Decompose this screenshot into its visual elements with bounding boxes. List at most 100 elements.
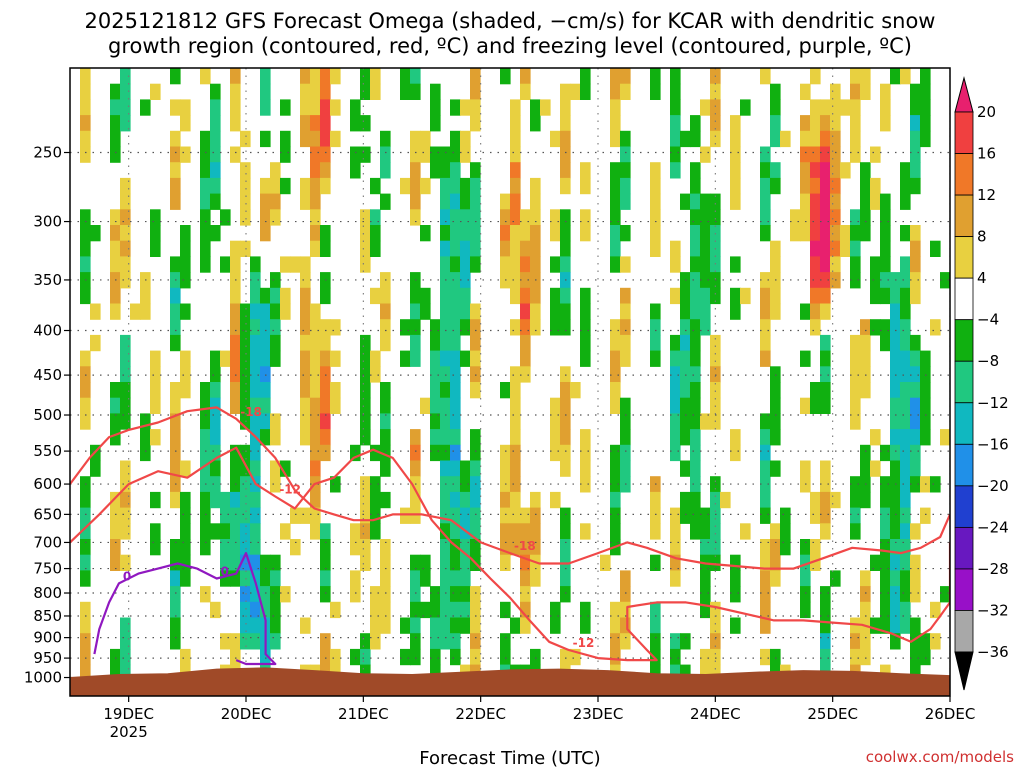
omega-cell	[140, 99, 151, 116]
omega-cell	[510, 319, 521, 336]
omega-cell	[580, 162, 591, 179]
omega-cell	[180, 460, 191, 477]
omega-cell	[910, 570, 921, 587]
omega-cell	[180, 99, 191, 116]
omega-cell	[220, 539, 231, 556]
omega-cell	[210, 146, 221, 163]
omega-cell	[360, 648, 371, 666]
omega-cell	[770, 523, 781, 540]
omega-cell	[360, 225, 371, 242]
omega-cell	[230, 68, 241, 85]
omega-cell	[450, 397, 461, 414]
omega-cell	[380, 146, 391, 163]
omega-cell	[800, 209, 811, 226]
omega-cell	[680, 633, 691, 650]
omega-cell	[770, 539, 781, 556]
colorbar-swatch	[954, 236, 974, 279]
omega-cell	[890, 303, 901, 320]
omega-cell	[310, 193, 321, 210]
omega-cell	[170, 146, 181, 163]
omega-cell	[920, 413, 931, 430]
omega-cell	[300, 83, 311, 100]
omega-cell	[650, 633, 661, 650]
omega-cell	[510, 177, 521, 195]
omega-cell	[520, 272, 531, 289]
omega-cell	[890, 523, 901, 540]
omega-cell	[180, 256, 191, 273]
omega-cell	[170, 554, 181, 571]
colorbar-label: −36	[977, 643, 1009, 661]
omega-cell	[440, 334, 451, 352]
omega-cell	[680, 491, 691, 509]
omega-cell	[670, 539, 681, 556]
chart-title-line2: growth region (contoured, red, ºC) and f…	[108, 34, 912, 58]
y-tick-label: 950	[33, 649, 62, 667]
omega-cell	[830, 115, 841, 132]
omega-cell	[800, 586, 811, 603]
omega-cell	[880, 601, 891, 619]
omega-cell	[430, 397, 441, 414]
omega-cell	[460, 240, 471, 257]
omega-cell	[520, 83, 531, 100]
omega-cell	[610, 601, 621, 619]
omega-cell	[470, 319, 481, 336]
omega-cell	[170, 460, 181, 477]
omega-cell	[620, 617, 631, 634]
omega-cell	[690, 225, 701, 242]
omega-cell	[760, 444, 771, 462]
omega-cell	[90, 303, 101, 320]
y-tick-label: 250	[33, 144, 62, 162]
omega-cell	[670, 287, 681, 305]
omega-cell	[850, 225, 861, 242]
omega-cell	[850, 476, 861, 493]
omega-cell	[830, 130, 841, 148]
omega-cell	[800, 83, 811, 100]
omega-cell	[860, 460, 871, 477]
omega-cell	[470, 334, 481, 352]
omega-cell	[370, 491, 381, 509]
omega-cell	[310, 523, 321, 540]
omega-cell	[890, 319, 901, 336]
omega-cell	[270, 272, 281, 289]
contour-dgz_-18	[70, 406, 950, 570]
omega-cell	[80, 539, 91, 556]
omega-cell	[450, 444, 461, 462]
omega-cell	[520, 256, 531, 273]
omega-cell	[810, 115, 821, 132]
omega-cell	[310, 303, 321, 320]
omega-cell	[180, 115, 191, 132]
omega-cell	[690, 382, 701, 399]
omega-cell	[890, 491, 901, 509]
omega-cell	[240, 240, 251, 257]
omega-cell	[230, 240, 241, 257]
omega-cell	[310, 334, 321, 352]
omega-cell	[120, 397, 131, 414]
omega-cell	[760, 476, 771, 493]
omega-cell	[830, 240, 841, 257]
omega-cell	[580, 350, 591, 367]
omega-cell	[170, 539, 181, 556]
omega-cell	[810, 491, 821, 509]
omega-cell	[760, 554, 771, 571]
x-tick-label: 24DEC	[690, 705, 741, 723]
omega-cell	[110, 287, 121, 305]
omega-cell	[80, 146, 91, 163]
colorbar-swatch	[954, 485, 974, 528]
omega-cell	[880, 570, 891, 587]
omega-cell	[690, 193, 701, 210]
omega-cell	[440, 177, 451, 195]
omega-cell	[770, 162, 781, 179]
omega-cell	[420, 303, 431, 320]
omega-cell	[510, 240, 521, 257]
omega-cell	[810, 539, 821, 556]
omega-cell	[610, 648, 621, 666]
omega-cell	[120, 366, 131, 383]
omega-cell	[530, 256, 541, 273]
omega-cell	[890, 633, 901, 650]
omega-cell	[670, 444, 681, 462]
contour-label: -12	[279, 482, 301, 496]
omega-cell	[800, 303, 811, 320]
omega-cell	[900, 617, 911, 634]
omega-cell	[300, 256, 311, 273]
omega-cell	[920, 382, 931, 399]
